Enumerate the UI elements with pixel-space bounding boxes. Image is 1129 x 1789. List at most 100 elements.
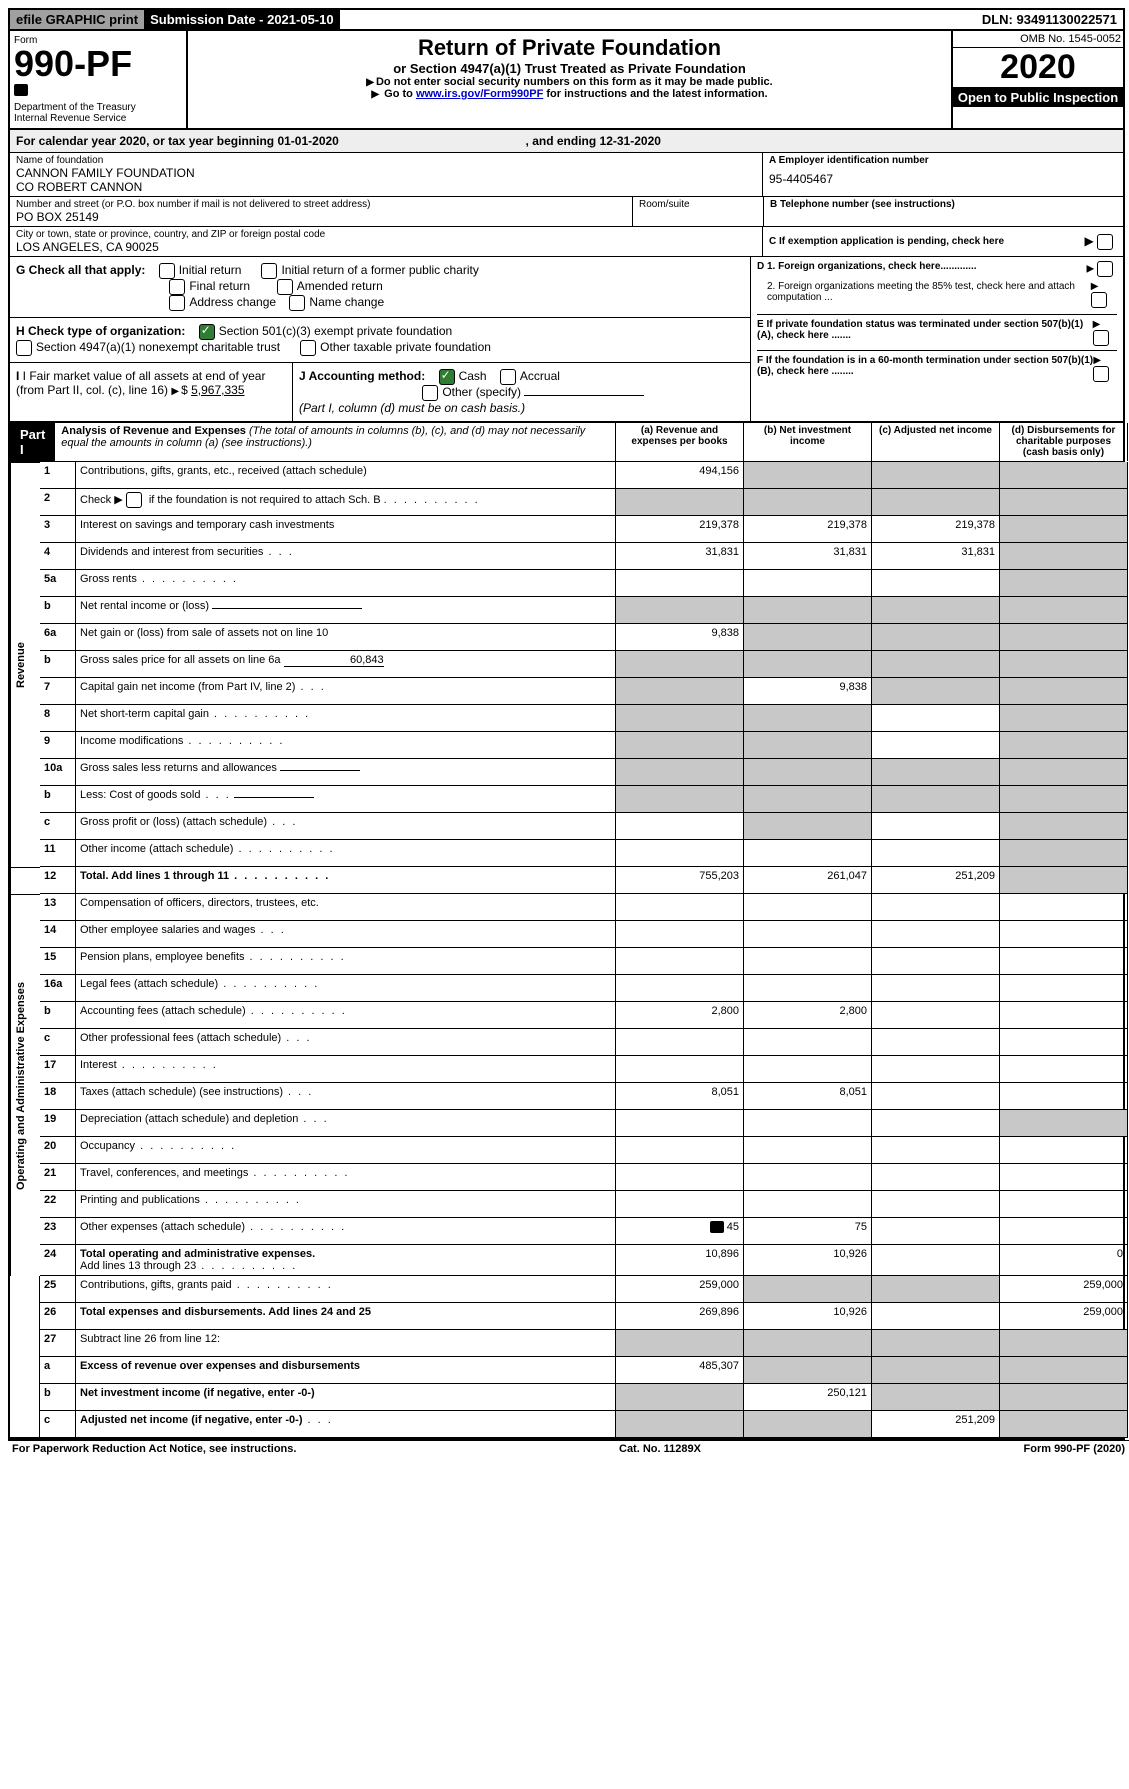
checkbox-other-method[interactable] — [422, 385, 438, 401]
row-19-a — [616, 1110, 744, 1137]
row-10a-num: 10a — [40, 759, 76, 786]
row-20-a — [616, 1137, 744, 1164]
checkbox-accrual[interactable] — [500, 369, 516, 385]
g-label: G Check all that apply: — [16, 263, 145, 277]
row-16c-desc: Other professional fees (attach schedule… — [76, 1029, 616, 1056]
phone-cell: B Telephone number (see instructions) — [764, 197, 1123, 226]
row-17-d — [1000, 1056, 1128, 1083]
row-24-desc: Total operating and administrative expen… — [76, 1245, 616, 1276]
row-11-d — [1000, 840, 1128, 867]
row-10a-desc: Gross sales less returns and allowances — [76, 759, 616, 786]
checkbox-final-return[interactable] — [169, 279, 185, 295]
row-12-b: 261,047 — [744, 867, 872, 894]
checkbox-d1[interactable] — [1097, 261, 1113, 277]
row-10c-desc: Gross profit or (loss) (attach schedule) — [76, 813, 616, 840]
checkbox-4947[interactable] — [16, 340, 32, 356]
name-label: Name of foundation — [16, 155, 756, 166]
row-25-b — [744, 1276, 872, 1303]
checkbox-name-change[interactable] — [289, 295, 305, 311]
row-10c-a — [616, 813, 744, 840]
h-section: H Check type of organization: Section 50… — [10, 318, 750, 363]
ein-label: A Employer identification number — [769, 155, 1117, 166]
row-6b-a — [616, 651, 744, 678]
row-27a-b — [744, 1357, 872, 1384]
row-24-b: 10,926 — [744, 1245, 872, 1276]
row-5b-a — [616, 597, 744, 624]
checkbox-initial-return[interactable] — [159, 263, 175, 279]
row-17-b — [744, 1056, 872, 1083]
checkbox-address-change[interactable] — [169, 295, 185, 311]
row-10b-num: b — [40, 786, 76, 813]
row-13-b — [744, 894, 872, 921]
row-17-desc: Interest — [76, 1056, 616, 1083]
row-12-d — [1000, 867, 1128, 894]
row-9-a — [616, 732, 744, 759]
row-7-desc: Capital gain net income (from Part IV, l… — [76, 678, 616, 705]
row-19-c — [872, 1110, 1000, 1137]
row-6a-num: 6a — [40, 624, 76, 651]
col-d-head: (d) Disbursements for charitable purpose… — [1000, 423, 1128, 461]
row-27c-b — [744, 1411, 872, 1438]
row-4-desc: Dividends and interest from securities — [76, 543, 616, 570]
row-12-c: 251,209 — [872, 867, 1000, 894]
expenses-side-label: Operating and Administrative Expenses — [10, 894, 40, 1276]
g-section: G Check all that apply: Initial return I… — [10, 257, 750, 318]
row-24-a: 10,896 — [616, 1245, 744, 1276]
row-16b-desc: Accounting fees (attach schedule) — [76, 1002, 616, 1029]
dln-label: DLN: 93491130022571 — [340, 10, 1123, 29]
row-7-a — [616, 678, 744, 705]
row-25-desc: Contributions, gifts, grants paid — [76, 1276, 616, 1303]
row-19-num: 19 — [40, 1110, 76, 1137]
row-27b-desc: Net investment income (if negative, ente… — [76, 1384, 616, 1411]
row-11-b — [744, 840, 872, 867]
row-8-b — [744, 705, 872, 732]
attachment-icon[interactable] — [710, 1221, 724, 1233]
instruction-1: Do not enter social security numbers on … — [192, 76, 947, 88]
row-16a-num: 16a — [40, 975, 76, 1002]
row-18-b: 8,051 — [744, 1083, 872, 1110]
row-16b-b: 2,800 — [744, 1002, 872, 1029]
cal-begin: 01-01-2020 — [277, 134, 338, 148]
row-10b-b — [744, 786, 872, 813]
checkbox-sch-b[interactable] — [126, 492, 142, 508]
row-3-num: 3 — [40, 516, 76, 543]
h-label: H Check type of organization: — [16, 324, 185, 338]
row-10c-d — [1000, 813, 1128, 840]
checkbox-cash[interactable] — [439, 369, 455, 385]
checkbox-c[interactable] — [1097, 234, 1113, 250]
row-23-num: 23 — [40, 1218, 76, 1245]
footer-mid: Cat. No. 11289X — [619, 1443, 701, 1455]
row-7-d — [1000, 678, 1128, 705]
row-4-num: 4 — [40, 543, 76, 570]
row-12-desc: Total. Add lines 1 through 11 — [76, 867, 616, 894]
j-o3: Other (specify) — [442, 385, 521, 399]
row-9-num: 9 — [40, 732, 76, 759]
checkbox-f[interactable] — [1093, 366, 1109, 382]
address-value: PO BOX 25149 — [16, 210, 626, 224]
j-note: (Part I, column (d) must be on cash basi… — [299, 401, 525, 415]
checkbox-d2[interactable] — [1091, 292, 1107, 308]
row-16b-num: b — [40, 1002, 76, 1029]
row-19-desc: Depreciation (attach schedule) and deple… — [76, 1110, 616, 1137]
row-5a-a — [616, 570, 744, 597]
row-4-c: 31,831 — [872, 543, 1000, 570]
omb-number: OMB No. 1545-0052 — [953, 31, 1123, 48]
right-options: D 1. Foreign organizations, check here..… — [751, 257, 1123, 421]
checkbox-other-taxable[interactable] — [300, 340, 316, 356]
row-3-d — [1000, 516, 1128, 543]
row-27b-a — [616, 1384, 744, 1411]
checkbox-501c3[interactable] — [199, 324, 215, 340]
cal-mid: , and ending — [526, 134, 600, 148]
form-link[interactable]: www.irs.gov/Form990PF — [416, 88, 543, 100]
checkbox-amended[interactable] — [277, 279, 293, 295]
checkbox-initial-former[interactable] — [261, 263, 277, 279]
row-10c-num: c — [40, 813, 76, 840]
g-o5: Address change — [189, 295, 276, 309]
tax-year: 2020 — [953, 48, 1123, 88]
checkbox-e[interactable] — [1093, 330, 1109, 346]
row-27-a — [616, 1330, 744, 1357]
row-7-num: 7 — [40, 678, 76, 705]
efile-icon — [14, 84, 28, 96]
row-1-d — [1000, 462, 1128, 489]
row-5a-d — [1000, 570, 1128, 597]
